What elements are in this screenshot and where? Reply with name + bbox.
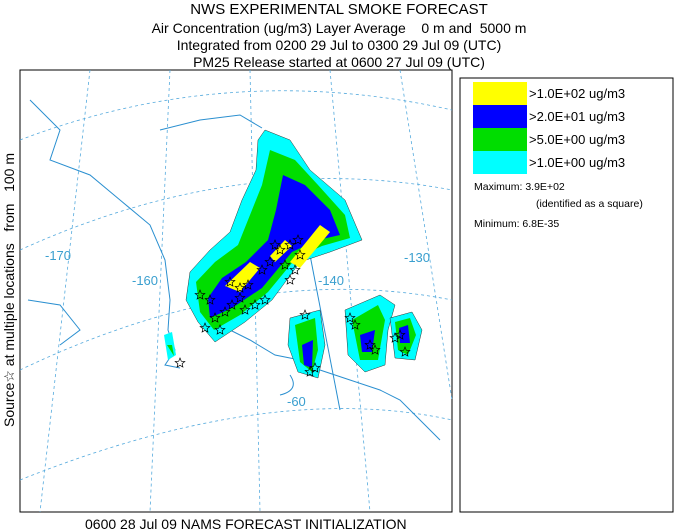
legend-swatch bbox=[473, 82, 527, 105]
source-star bbox=[389, 332, 401, 343]
plume bbox=[164, 129, 423, 379]
map-label: -170 bbox=[45, 248, 71, 263]
source-star bbox=[199, 322, 211, 333]
source-star bbox=[364, 339, 376, 350]
map: -170 -160 -140 -130 -60 bbox=[19, 69, 453, 513]
source-star bbox=[292, 234, 304, 245]
source-star bbox=[309, 362, 321, 373]
source-star bbox=[234, 292, 246, 303]
source-star bbox=[294, 249, 306, 260]
legend-label: >1.0E+00 ug/m3 bbox=[529, 155, 625, 170]
source-star bbox=[194, 289, 206, 300]
legend: Maximum: 3.9E+02 (identified as a square… bbox=[459, 77, 674, 513]
source-star bbox=[344, 312, 356, 323]
legend-label: >2.0E+01 ug/m3 bbox=[529, 109, 625, 124]
minimum: Minimum: 6.8E-35 bbox=[474, 218, 559, 230]
legend-label: >1.0E+02 ug/m3 bbox=[529, 86, 625, 101]
source-markers bbox=[174, 234, 411, 377]
source-star bbox=[289, 264, 301, 275]
source-star bbox=[242, 279, 254, 290]
source-star bbox=[224, 276, 236, 287]
source-star bbox=[279, 259, 291, 270]
legend-label: >5.0E+00 ug/m3 bbox=[529, 132, 625, 147]
subtitle: PM25 Release started at 0600 27 Jul 09 (… bbox=[193, 54, 485, 70]
map-label: -130 bbox=[404, 250, 430, 265]
source-star bbox=[214, 324, 226, 335]
source-star bbox=[299, 309, 311, 320]
footer: 0600 28 Jul 09 NAMS FORECAST INITIALIZAT… bbox=[85, 516, 407, 532]
subtitle: Air Concentration (ug/m3) Layer Average … bbox=[152, 20, 527, 36]
map-label: -60 bbox=[287, 394, 306, 409]
legend-swatch bbox=[473, 128, 527, 151]
source-star bbox=[284, 239, 296, 250]
side-label: Source☆ at multiple locations from 100 m bbox=[1, 153, 17, 427]
legend-swatch bbox=[473, 151, 527, 174]
source-star bbox=[304, 366, 316, 377]
source-star bbox=[204, 294, 216, 305]
source-star bbox=[259, 294, 271, 305]
source-star bbox=[234, 282, 246, 293]
source-star bbox=[174, 357, 186, 368]
maximum: Maximum: 3.9E+02 bbox=[474, 181, 565, 193]
source-star bbox=[284, 274, 296, 285]
map-label: -160 bbox=[132, 273, 158, 288]
title: NWS EXPERIMENTAL SMOKE FORECAST bbox=[190, 1, 488, 18]
source-star bbox=[249, 299, 261, 310]
source-star bbox=[399, 346, 411, 357]
source-star bbox=[256, 264, 268, 275]
source-star bbox=[349, 319, 361, 330]
source-star bbox=[209, 312, 221, 323]
subtitle: Integrated from 0200 29 Jul to 0300 29 J… bbox=[177, 37, 502, 53]
maximum-note: (identified as a square) bbox=[536, 198, 643, 210]
source-star bbox=[269, 239, 281, 250]
source-star bbox=[219, 306, 231, 317]
source-star bbox=[239, 304, 251, 315]
source-star bbox=[226, 299, 238, 310]
source-star bbox=[369, 344, 381, 355]
source-star bbox=[394, 329, 406, 340]
source-star bbox=[264, 256, 276, 267]
map-label: -140 bbox=[318, 273, 344, 288]
legend-swatch bbox=[473, 105, 527, 128]
